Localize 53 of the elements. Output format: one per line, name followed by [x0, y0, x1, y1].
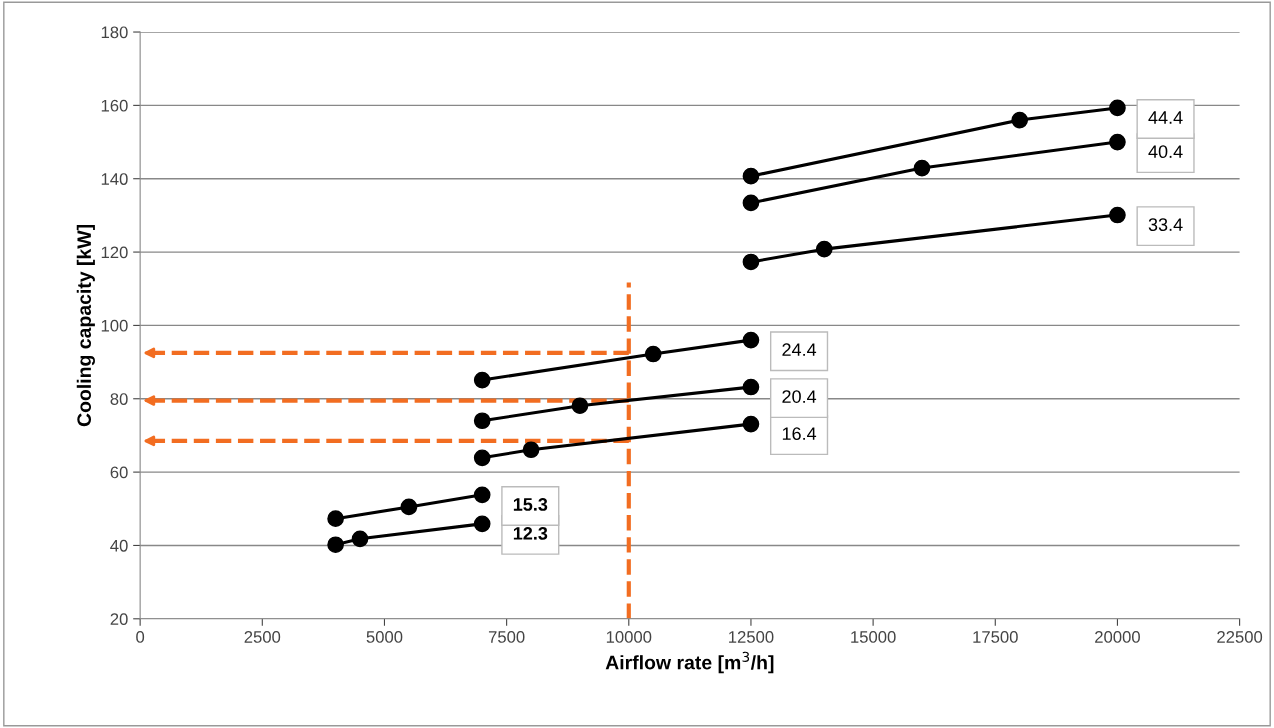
series-label: 16.4	[782, 427, 817, 441]
x-tick-label: 7500	[488, 631, 525, 643]
point	[1011, 111, 1029, 129]
point	[351, 530, 369, 548]
series-label: 33.4	[1148, 218, 1183, 231]
y-tick-label: 160	[101, 99, 128, 112]
point	[742, 415, 760, 433]
point	[1109, 133, 1126, 151]
series-label: 12.3	[513, 526, 548, 540]
y-tick-label: 60	[110, 466, 128, 479]
y-tick-label: 20	[110, 613, 128, 625]
x-tick-label: 0	[136, 631, 145, 643]
y-tick-label: 180	[101, 26, 128, 39]
x-tick-label: 22500	[1217, 631, 1263, 643]
y-axis-title: Cooling capacity [kW]	[76, 224, 95, 427]
series-label: 40.4	[1148, 145, 1183, 159]
point	[473, 412, 491, 430]
point	[1109, 99, 1126, 117]
y-tick-label: 40	[110, 539, 128, 552]
point	[742, 253, 760, 271]
point	[473, 515, 491, 533]
x-tick-label: 15000	[851, 631, 896, 643]
y-tick-label: 80	[110, 393, 128, 405]
x-tick-label: 5000	[366, 631, 403, 643]
point	[742, 194, 760, 212]
series-label: 20.4	[782, 390, 817, 403]
point	[400, 498, 418, 516]
point	[742, 167, 760, 185]
point	[913, 159, 931, 177]
series-label: 44.4	[1148, 111, 1183, 124]
point	[1109, 206, 1126, 224]
point	[742, 378, 760, 396]
point	[571, 397, 589, 415]
point	[327, 536, 344, 554]
point	[644, 345, 662, 363]
x-tick-label: 20000	[1095, 631, 1140, 643]
point	[473, 449, 491, 467]
y-tick-label: 120	[101, 246, 128, 259]
x-axis-title: Airflow rate [m$^{3}$/h]	[605, 651, 774, 674]
point	[815, 240, 833, 258]
series-label: 24.4	[782, 343, 817, 356]
point	[522, 441, 540, 459]
x-tick-label: 2500	[244, 631, 281, 643]
y-tick-label: 140	[101, 173, 128, 185]
y-tick-label: 100	[101, 319, 128, 332]
point	[742, 331, 760, 349]
point	[473, 371, 491, 389]
x-tick-label: 12500	[729, 631, 774, 643]
x-tick-label: 10000	[606, 631, 652, 643]
series-label: 15.3	[513, 498, 548, 511]
point	[473, 486, 491, 504]
point	[327, 510, 344, 528]
x-tick-label: 17500	[973, 631, 1018, 643]
